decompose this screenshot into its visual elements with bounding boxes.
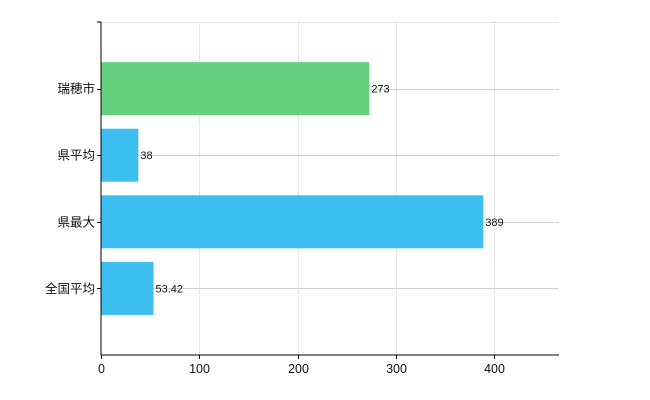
axes <box>97 21 559 359</box>
bar <box>101 62 370 116</box>
x-tick-label: 400 <box>484 362 505 376</box>
category-label: 県平均 <box>57 148 95 163</box>
labels: 0 100 200 300 400 瑞穂市 273 県平均 38 県最大 389 全国平均 53.42 <box>45 81 505 376</box>
data-label: 389 <box>485 217 503 229</box>
bars <box>101 62 484 315</box>
data-label: 38 <box>140 150 152 162</box>
bar <box>101 128 139 182</box>
bar <box>101 261 154 315</box>
x-tick-label: 0 <box>98 362 105 376</box>
x-tick-label: 200 <box>288 362 309 376</box>
data-label: 53.42 <box>156 283 184 295</box>
x-tick-label: 300 <box>386 362 407 376</box>
category-label: 瑞穂市 <box>57 81 95 96</box>
category-label: 県最大 <box>57 214 95 229</box>
bar <box>101 195 484 249</box>
category-label: 全国平均 <box>45 281 95 296</box>
x-tick-label: 100 <box>189 362 210 376</box>
data-label: 273 <box>371 84 389 96</box>
